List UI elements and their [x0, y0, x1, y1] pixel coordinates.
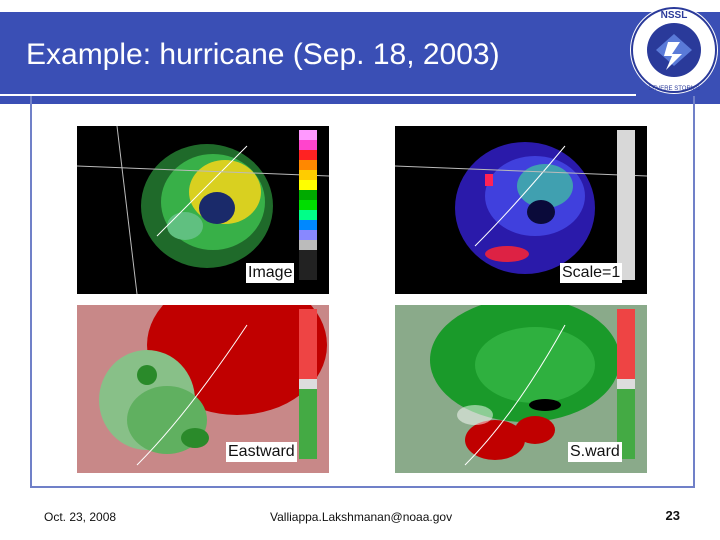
page-number: 23 [665, 508, 680, 523]
panel-eastward [77, 305, 329, 473]
svg-text:SEVERE STORMS: SEVERE STORMS [648, 86, 700, 92]
footer-date: Oct. 23, 2008 [44, 510, 117, 524]
panel-label-eastward: Eastward [226, 442, 297, 462]
svg-text:NSSL: NSSL [661, 10, 688, 21]
left-frame-line [30, 96, 32, 486]
right-frame-line [693, 96, 695, 486]
title-bar [0, 12, 720, 104]
panel-label-s-ward: S.ward [568, 442, 622, 462]
panel-label-scale: Scale=1 [560, 263, 623, 283]
slide-title: Example: hurricane (Sep. 18, 2003) [26, 38, 500, 71]
bottom-frame-line [30, 486, 695, 488]
nssl-logo-icon: NSSL SEVERE STORMS [628, 4, 720, 96]
footer-email: Valliappa.Lakshmanan@noaa.gov [270, 510, 453, 524]
panel-label-image: Image [246, 263, 295, 283]
title-underline [0, 94, 636, 96]
